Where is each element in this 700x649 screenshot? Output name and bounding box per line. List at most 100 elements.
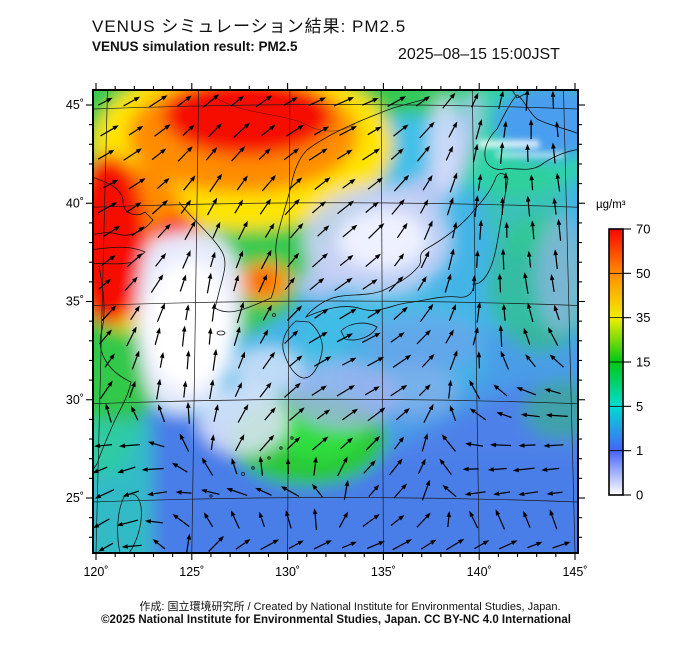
wind-arrow-shaft [367, 410, 382, 422]
wind-arrow-shaft [317, 228, 326, 237]
pm25-streak-white-1 [478, 140, 540, 148]
wind-arrow-head [516, 387, 523, 392]
wind-arrow-head [321, 331, 328, 337]
wind-arrow-head [374, 435, 381, 442]
wind-arrow-shaft [446, 488, 457, 498]
wind-arrow-shaft [148, 97, 163, 108]
wind-arrow-head [425, 329, 431, 336]
wind-arrow-head [351, 224, 358, 231]
wind-arrow-head [493, 384, 500, 390]
wind-arrow-head [181, 325, 187, 332]
wind-arrow-shaft [421, 357, 431, 368]
page-title-japanese: VENUS シミュレーション結果: PM2.5 [92, 17, 407, 36]
wind-arrow-head [190, 175, 196, 182]
wind-arrow-head [553, 249, 558, 256]
wind-arrow-head [105, 278, 112, 285]
wind-arrow-shaft [477, 179, 481, 191]
wind-arrow-shaft [547, 467, 560, 471]
wind-arrow-shaft [365, 205, 375, 213]
wind-arrow-head [447, 273, 452, 280]
wind-arrow-head [268, 434, 275, 441]
wind-arrow-shaft [343, 485, 348, 500]
wind-arrow-head [447, 379, 453, 386]
wind-arrow-shaft [393, 310, 404, 321]
wind-arrow-head [325, 356, 332, 362]
island-ryukyu-3 [267, 456, 271, 460]
wind-arrow-shaft [97, 152, 110, 160]
island-miyako [209, 494, 213, 498]
coastline-honshu [304, 173, 509, 318]
wind-arrow-head [313, 456, 318, 463]
parallel-line [93, 202, 578, 208]
wind-arrow-head [346, 149, 353, 155]
x-tick-label: 130˚ [275, 565, 300, 579]
wind-arrow-shaft [368, 488, 376, 497]
wind-arrow-shaft [471, 515, 479, 529]
wind-arrow-shaft [518, 467, 535, 471]
wind-arrow-head [106, 97, 113, 103]
wind-arrow-head [424, 512, 431, 519]
wind-arrow-head [473, 143, 479, 150]
wind-arrow-head [322, 126, 330, 132]
wind-arrow-head [266, 382, 272, 389]
wind-arrow-head [294, 382, 301, 389]
wind-arrow-shaft [313, 462, 317, 476]
wind-arrow-head [428, 354, 435, 360]
coastline-tsushima [272, 313, 276, 317]
wind-arrow-head [550, 274, 555, 281]
wind-arrow-shaft [131, 355, 138, 370]
wind-arrow-head [399, 199, 405, 206]
wind-arrow-shaft [499, 491, 511, 495]
wind-arrow-head [296, 177, 303, 184]
coastline-east-china [93, 265, 132, 470]
wind-arrow-shaft [206, 517, 214, 528]
wind-arrow-shaft [361, 334, 376, 344]
pm25-region-seajapan-white [338, 210, 428, 270]
wind-arrow-shaft [289, 181, 299, 190]
wind-arrow-shaft [452, 227, 456, 239]
wind-arrow-shaft [234, 204, 241, 214]
wind-arrow-shaft [289, 227, 300, 239]
pm25-region-east-green-3 [485, 163, 565, 253]
wind-arrow-head [402, 124, 409, 130]
wind-arrow-head [350, 357, 357, 363]
page-title-english: VENUS simulation result: PM2.5 [92, 39, 298, 54]
wind-arrow-shaft [235, 255, 242, 269]
wind-arrow-head [156, 327, 161, 334]
wind-arrow-shaft [493, 467, 507, 471]
wind-arrow-head [342, 456, 348, 463]
wind-arrow-head [401, 385, 408, 391]
wind-arrow-head [270, 174, 276, 181]
wind-arrow-head [529, 174, 534, 181]
wind-arrow-shaft [500, 147, 503, 164]
wind-arrow-head [375, 126, 382, 132]
pm25-streak-white-2 [495, 152, 565, 158]
wind-arrow-shaft [415, 99, 426, 107]
wind-arrow-shaft [390, 151, 400, 160]
wind-arrow-shaft [390, 335, 401, 343]
wind-arrow-head [544, 388, 551, 393]
colorbar-tick-label: 15 [636, 355, 650, 370]
wind-arrow-shaft [362, 282, 374, 290]
wind-arrow-head [397, 276, 404, 282]
wind-arrow-shaft [314, 311, 324, 319]
wind-arrow-shaft [156, 384, 160, 400]
wind-arrow-shaft [153, 491, 168, 495]
coastline-shikoku [340, 322, 378, 341]
wind-arrow-shaft [500, 330, 503, 348]
wind-arrow-head [549, 509, 554, 516]
wind-arrow-shaft [416, 516, 428, 528]
wind-arrow-head [135, 350, 140, 357]
wind-arrow-shaft [502, 356, 509, 370]
wind-arrow-head [490, 442, 497, 448]
wind-arrow-head [555, 172, 561, 180]
wind-arrow-shaft [392, 541, 407, 551]
wind-arrow-shaft [556, 127, 559, 138]
colorbar-tick-label: 5 [636, 399, 643, 414]
wind-arrow-head [551, 142, 556, 149]
pm25-region-south-periwinkle-1 [288, 360, 398, 430]
x-tick-label: 135˚ [371, 565, 396, 579]
wind-arrow-head [209, 379, 215, 386]
wind-arrow-head [272, 539, 279, 545]
wind-arrow-shaft [524, 491, 539, 495]
